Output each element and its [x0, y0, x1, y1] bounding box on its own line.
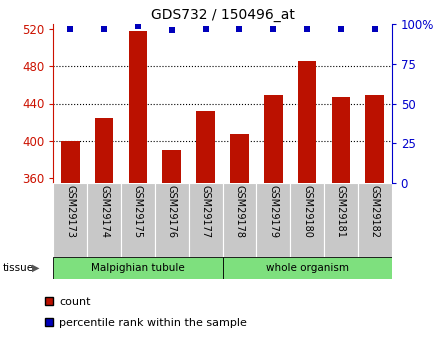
Point	[236, 26, 243, 32]
Bar	[256, 183, 290, 257]
Text: GSM29180: GSM29180	[302, 185, 312, 238]
Text: Malpighian tubule: Malpighian tubule	[91, 263, 185, 273]
Text: percentile rank within the sample: percentile rank within the sample	[59, 318, 247, 328]
Point	[67, 26, 74, 32]
Bar	[264, 95, 283, 183]
Bar	[324, 183, 358, 257]
Bar	[196, 111, 215, 183]
Bar	[358, 183, 392, 257]
Point	[168, 28, 175, 33]
Bar	[230, 134, 249, 183]
Point	[303, 26, 311, 32]
Point	[371, 26, 378, 32]
Text: tissue: tissue	[2, 263, 33, 273]
Point	[337, 26, 344, 32]
Bar	[61, 141, 80, 183]
Bar	[121, 183, 155, 257]
Bar	[222, 183, 256, 257]
Text: GSM29175: GSM29175	[133, 185, 143, 238]
Text: GSM29182: GSM29182	[370, 185, 380, 238]
Text: GSM29176: GSM29176	[167, 185, 177, 238]
Text: ▶: ▶	[32, 263, 40, 273]
Bar	[365, 95, 384, 183]
Text: GSM29178: GSM29178	[235, 185, 244, 238]
Text: GSM29174: GSM29174	[99, 185, 109, 238]
Text: GSM29179: GSM29179	[268, 185, 278, 238]
Point	[101, 26, 108, 32]
Point	[202, 26, 209, 32]
Text: GSM29177: GSM29177	[201, 185, 210, 238]
Point	[134, 23, 142, 29]
Bar	[189, 183, 222, 257]
Bar	[222, 257, 392, 279]
Title: GDS732 / 150496_at: GDS732 / 150496_at	[150, 8, 295, 22]
Text: count: count	[59, 297, 91, 307]
Bar	[155, 183, 189, 257]
Bar	[53, 183, 87, 257]
Text: GSM29181: GSM29181	[336, 185, 346, 238]
Bar	[162, 150, 181, 183]
Bar	[95, 118, 113, 183]
Bar	[87, 183, 121, 257]
Bar	[290, 183, 324, 257]
Bar	[298, 61, 316, 183]
Bar	[332, 97, 350, 183]
Bar	[129, 31, 147, 183]
Bar	[53, 257, 222, 279]
Text: GSM29173: GSM29173	[65, 185, 75, 238]
Point	[270, 26, 277, 32]
Text: whole organism: whole organism	[266, 263, 348, 273]
